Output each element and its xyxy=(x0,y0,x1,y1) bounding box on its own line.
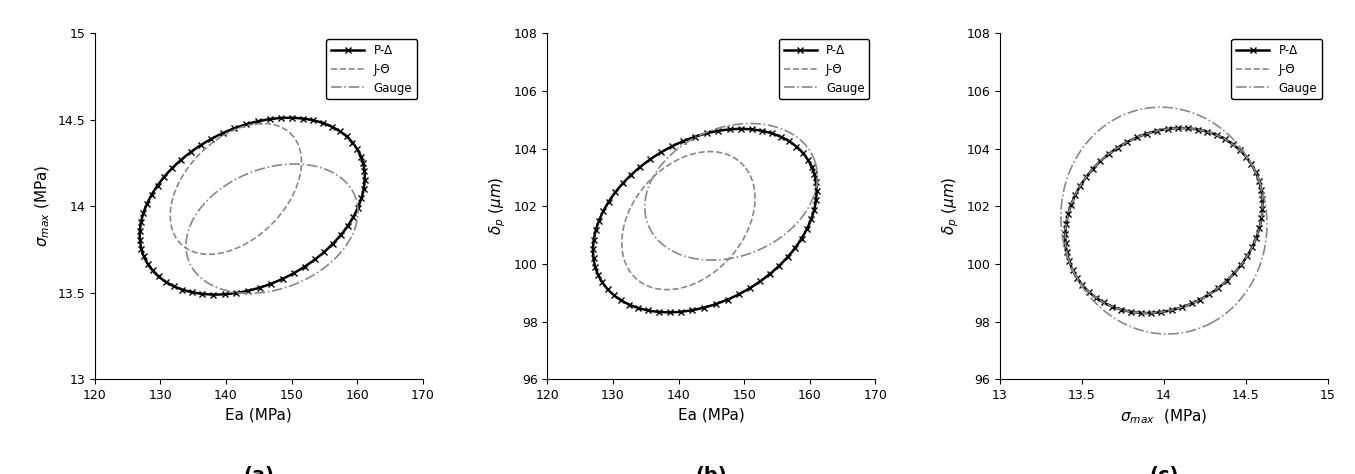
Legend: P-Δ, J-Θ, Gauge: P-Δ, J-Θ, Gauge xyxy=(779,39,870,100)
Y-axis label: $\delta_p$ ($\mu m$): $\delta_p$ ($\mu m$) xyxy=(940,177,961,236)
Y-axis label: $\delta_p$ ($\mu m$): $\delta_p$ ($\mu m$) xyxy=(488,177,508,236)
X-axis label: $\sigma_{max}$  (MPa): $\sigma_{max}$ (MPa) xyxy=(1121,408,1207,426)
Legend: P-Δ, J-Θ, Gauge: P-Δ, J-Θ, Gauge xyxy=(1232,39,1322,100)
Y-axis label: $\sigma_{max}$ (MPa): $\sigma_{max}$ (MPa) xyxy=(34,165,51,247)
Text: (a): (a) xyxy=(244,465,274,474)
X-axis label: Ea (MPa): Ea (MPa) xyxy=(678,408,745,422)
Text: (b): (b) xyxy=(695,465,728,474)
Text: (c): (c) xyxy=(1149,465,1179,474)
Legend: P-Δ, J-Θ, Gauge: P-Δ, J-Θ, Gauge xyxy=(327,39,417,100)
X-axis label: Ea (MPa): Ea (MPa) xyxy=(225,408,293,422)
